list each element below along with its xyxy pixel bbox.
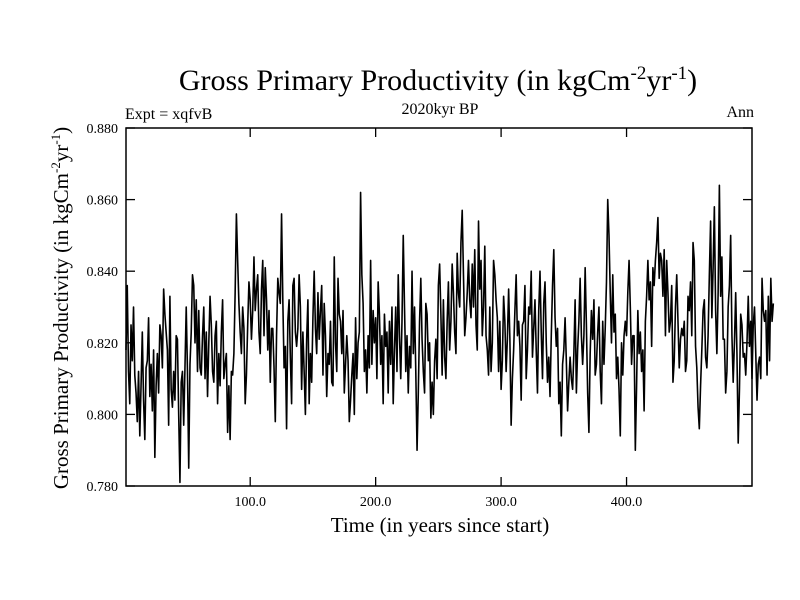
x-tick-label: 200.0 xyxy=(360,495,392,510)
y-axis-ticks: 0.780 0.800 0.820 0.840 0.860 0.880 xyxy=(87,122,752,495)
y-tick-label: 0.800 xyxy=(87,408,119,423)
plot-frame xyxy=(125,127,753,487)
y-tick-label: 0.820 xyxy=(87,337,119,352)
x-tick-label: 100.0 xyxy=(234,495,266,510)
y-tick-label: 0.780 xyxy=(87,480,119,495)
y-tick-label: 0.880 xyxy=(87,122,119,137)
chart-title: Gross Primary Productivity (in kgCm-2yr-… xyxy=(179,63,697,97)
y-tick-label: 0.840 xyxy=(87,265,119,280)
x-tick-label: 400.0 xyxy=(611,495,643,510)
y-tick-label: 0.860 xyxy=(87,194,119,209)
x-tick-label: 300.0 xyxy=(485,495,517,510)
annual-label: Ann xyxy=(726,104,754,121)
series-line xyxy=(125,184,775,484)
chart-subtitle: 2020kyr BP xyxy=(402,101,479,118)
experiment-label: Expt = xqfvB xyxy=(125,106,212,123)
x-axis-label: Time (in years since start) xyxy=(331,513,550,537)
y-axis-label: Gross Primary Productivity (in kgCm-2yr-… xyxy=(48,127,73,489)
x-axis-ticks: 100.0 200.0 300.0 400.0 xyxy=(234,128,642,510)
